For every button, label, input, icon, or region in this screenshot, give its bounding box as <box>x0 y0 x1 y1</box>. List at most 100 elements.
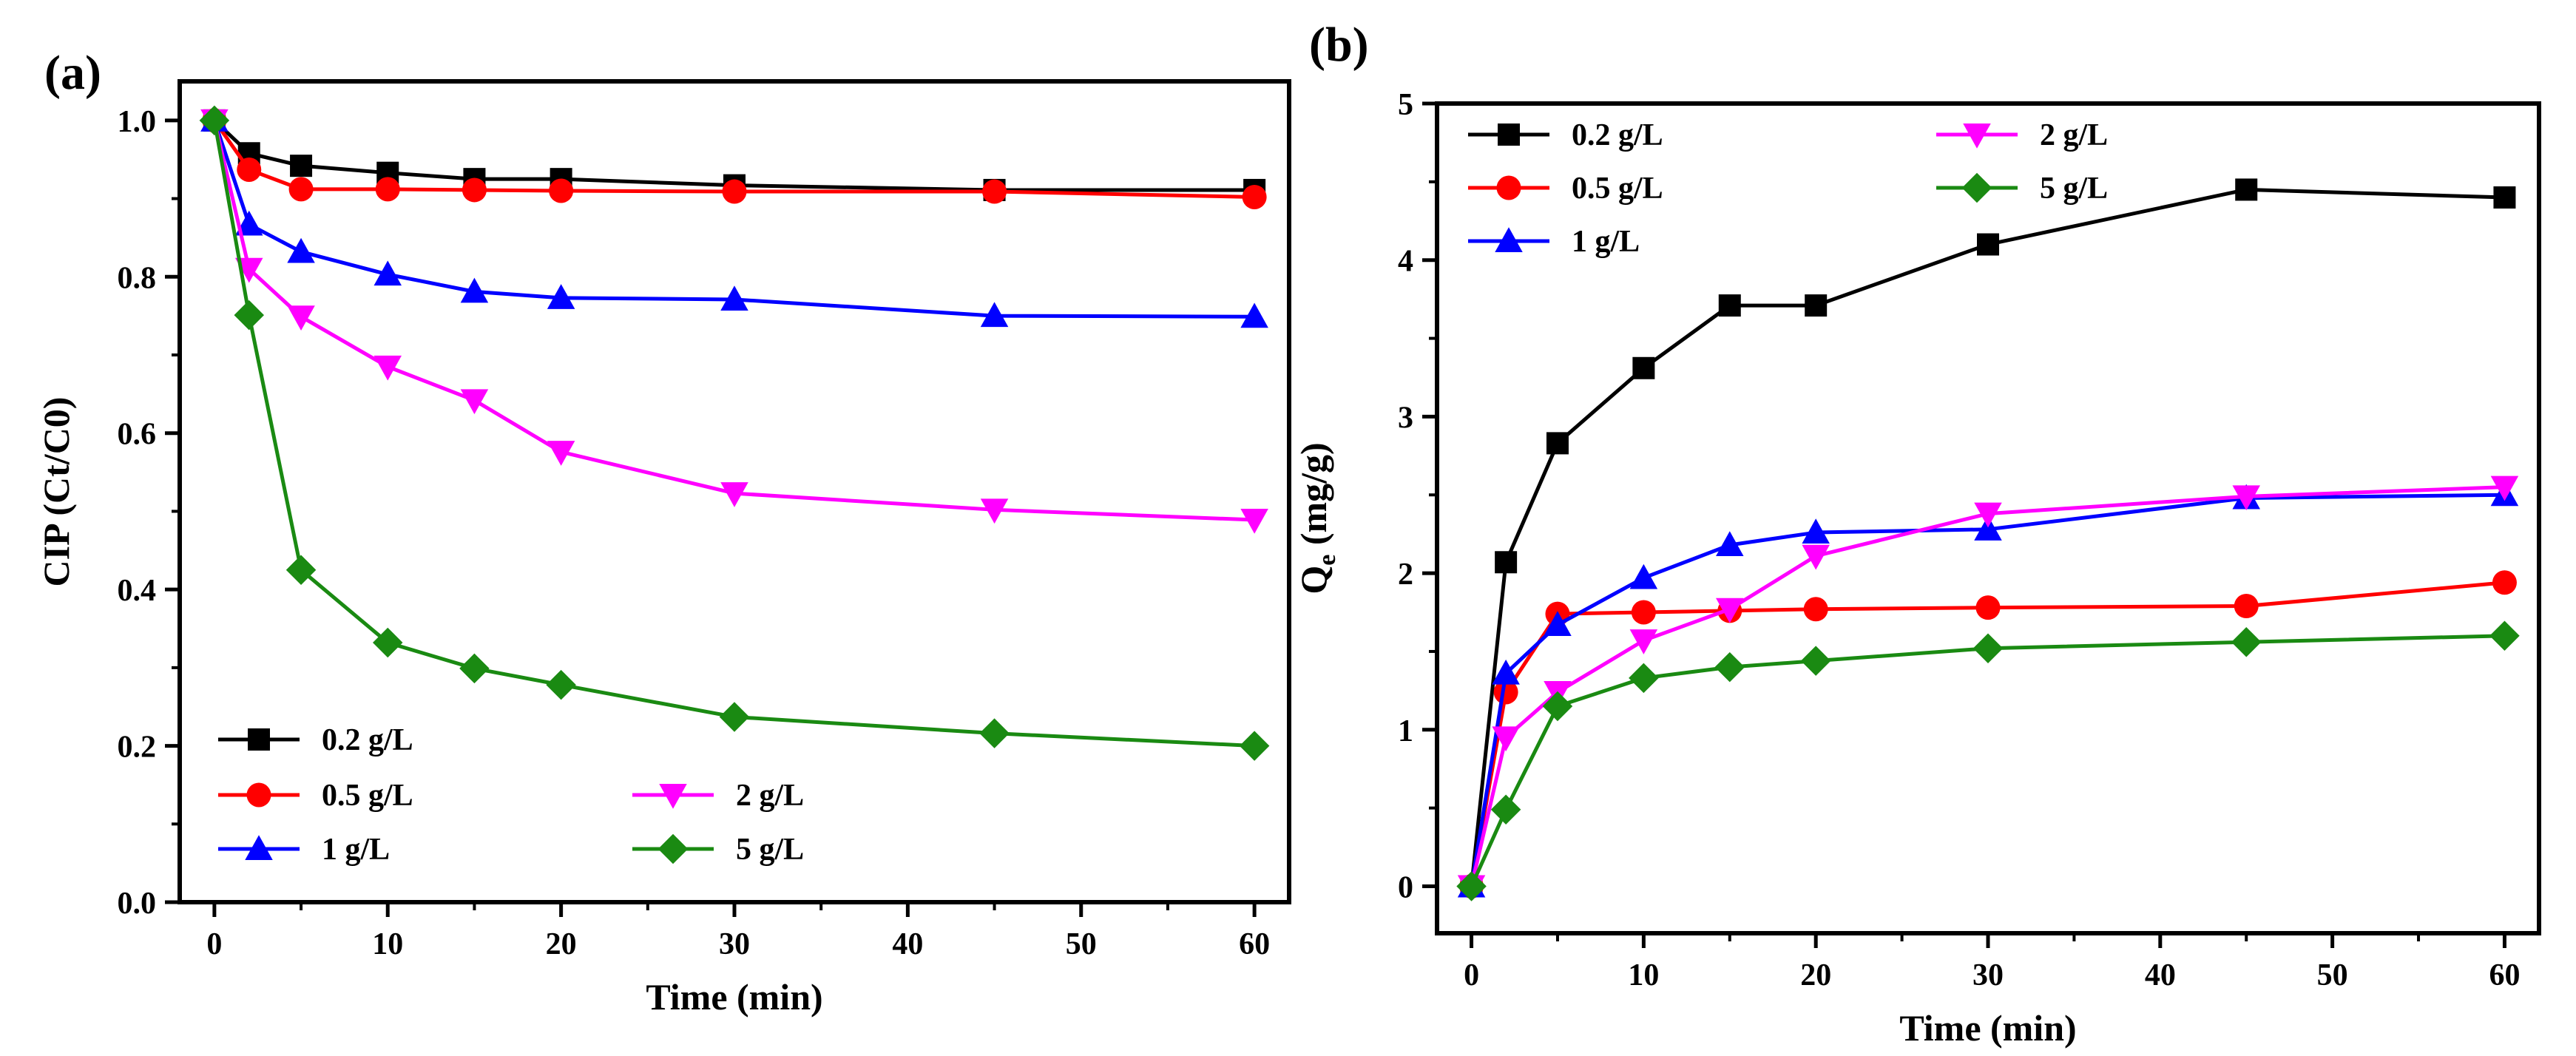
series-line <box>1470 581 2505 887</box>
data-point <box>1629 663 1659 694</box>
x-tick-label: 40 <box>892 927 923 961</box>
legend-marker <box>245 835 273 860</box>
legend-item: 5 g/L <box>1936 172 2108 206</box>
x-axis-label: Time (min) <box>646 976 822 1018</box>
legend-item: 2 g/L <box>632 779 804 813</box>
y-tick-label: 0.6 <box>118 418 157 452</box>
data-point <box>1800 646 1831 676</box>
legend-marker <box>657 833 689 864</box>
data-point <box>1718 294 1741 317</box>
data-point <box>287 305 315 331</box>
x-tick-label: 0 <box>1464 958 1479 992</box>
y-tick-label: 2 <box>1398 558 1413 592</box>
data-point <box>1716 531 1744 556</box>
data-point <box>1240 509 1268 534</box>
x-tick-label: 20 <box>546 927 577 961</box>
data-point <box>373 627 403 658</box>
legend-label: 2 g/L <box>736 779 804 813</box>
data-point <box>1492 659 1520 685</box>
data-point <box>719 702 750 732</box>
data-point <box>979 718 1010 748</box>
legend-marker <box>1961 172 1992 203</box>
data-point <box>1544 611 1572 636</box>
legend-item: 1 g/L <box>1468 225 1640 259</box>
data-point <box>1974 515 2002 541</box>
series-4 <box>199 105 1270 761</box>
series-line <box>212 120 1255 748</box>
data-point <box>1629 563 1658 589</box>
y-tick-label: 4 <box>1398 245 1413 279</box>
legend-label: 2 g/L <box>2040 118 2108 152</box>
data-point <box>1802 544 1830 570</box>
x-tick-label: 50 <box>1066 927 1097 961</box>
y-tick-label: 0.8 <box>118 261 157 295</box>
data-point <box>1714 651 1745 683</box>
data-point <box>1977 233 1999 256</box>
data-point <box>982 179 1007 204</box>
data-point <box>1802 518 1830 544</box>
y-tick-label: 0.2 <box>118 731 157 765</box>
panel-b: 0 10 20 30 40 50 60 0 1 2 3 4 5 Time (min) Qe (mg/g) (b… <box>1293 18 2541 1049</box>
data-point <box>2234 594 2259 619</box>
x-tick-label: 30 <box>1972 958 2004 992</box>
x-tick-label: 40 <box>2145 958 2176 992</box>
data-point <box>1490 794 1521 825</box>
y-tick-label: 0 <box>1398 870 1413 904</box>
data-point <box>1632 356 1655 379</box>
y-tick-label: 1 <box>1398 714 1413 748</box>
series-2 <box>1457 481 2519 898</box>
y-tick-label: 0.4 <box>118 574 157 608</box>
legend: 0.2 g/L 0.5 g/L 1 g/L 2 g/L 5 g/L <box>218 723 804 867</box>
data-point <box>1239 731 1270 761</box>
data-point <box>546 669 576 700</box>
data-point <box>2490 475 2519 501</box>
data-point <box>373 355 402 381</box>
series-2 <box>200 106 1268 328</box>
y-tick-label: 0.0 <box>118 887 157 921</box>
legend-marker <box>1495 227 1523 252</box>
data-point <box>459 653 490 684</box>
data-point <box>549 178 574 203</box>
legend-marker <box>248 728 270 751</box>
legend-marker <box>1496 175 1521 200</box>
legend-item: 0.5 g/L <box>218 779 413 813</box>
legend-marker <box>246 782 271 808</box>
data-point <box>1716 598 1744 623</box>
data-point <box>1542 691 1573 722</box>
data-point <box>235 210 263 236</box>
data-point <box>462 177 487 203</box>
data-point <box>1803 597 1828 622</box>
data-point <box>1631 600 1656 625</box>
data-point <box>547 441 575 466</box>
legend-item: 0.2 g/L <box>1468 118 1663 152</box>
legend-label: 1 g/L <box>1572 225 1640 259</box>
data-point <box>2492 570 2517 595</box>
data-point <box>375 177 400 202</box>
data-point <box>290 155 313 177</box>
series-1 <box>1459 570 2517 898</box>
legend: 0.2 g/L 0.5 g/L 1 g/L 2 g/L 5 g/L <box>1468 118 2108 259</box>
data-point <box>720 482 748 507</box>
x-tick-label: 50 <box>2317 958 2348 992</box>
panel-label: (a) <box>44 46 101 100</box>
data-point <box>1493 680 1518 705</box>
series-4 <box>1456 620 2520 901</box>
data-point <box>1495 551 1518 574</box>
y-axis-label: CIP (Ct/C0) <box>36 397 77 587</box>
data-point <box>1974 502 2002 528</box>
x-tick-label: 30 <box>719 927 750 961</box>
data-point <box>1975 595 2001 620</box>
data-point <box>547 284 575 309</box>
data-point <box>1240 302 1268 328</box>
x-tick-label: 20 <box>1800 958 1831 992</box>
data-point <box>2493 186 2516 209</box>
data-point <box>460 277 489 303</box>
data-point <box>234 299 264 331</box>
data-point <box>1972 633 2004 663</box>
data-point <box>2235 178 2258 201</box>
data-point <box>1805 294 1828 317</box>
data-point <box>1242 184 1267 209</box>
data-point <box>980 302 1009 328</box>
data-point <box>373 260 402 286</box>
